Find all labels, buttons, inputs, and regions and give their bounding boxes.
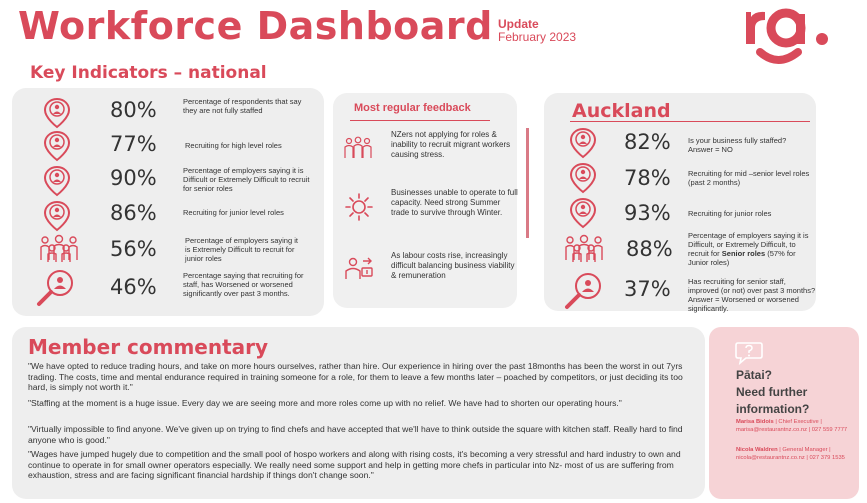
quote: "Wages have jumped hugely due to competi… — [28, 449, 681, 481]
indicator-value: 86% — [110, 201, 157, 225]
location-pin-person-icon — [568, 127, 598, 164]
commentary-title: Member commentary — [28, 335, 269, 359]
auckland-value: 93% — [624, 201, 671, 225]
ra-logo-mark — [746, 8, 828, 64]
group-people-icon — [563, 234, 605, 269]
quote: "We have opted to reduce trading hours, … — [28, 361, 683, 393]
contact-panel — [709, 327, 859, 499]
question-bubble-icon — [734, 340, 764, 371]
indicator-text: Recruiting for high level roles — [185, 141, 282, 150]
auckland-value: 82% — [624, 130, 671, 154]
magnifier-person-icon — [562, 271, 606, 316]
auckland-value: 78% — [624, 166, 671, 190]
contact-heading: Pātai? Need further information? — [736, 367, 846, 418]
page-title: Workforce Dashboard — [18, 4, 493, 48]
indicator-value: 56% — [110, 237, 157, 261]
contact-name: Nicola Waldren — [736, 447, 778, 453]
auckland-text-line: Percentage of employers saying it is Dif… — [688, 231, 809, 258]
worker-cost-icon — [343, 255, 375, 288]
indicator-value: 80% — [110, 98, 157, 122]
feedback-text: As labour costs rise, increasingly diffi… — [391, 251, 515, 280]
contact-heading-line: information? — [736, 402, 810, 416]
location-pin-person-icon — [42, 130, 72, 167]
indicator-text: Percentage of employers saying it is Ext… — [185, 236, 298, 263]
indicator-value: 46% — [110, 275, 157, 299]
location-pin-person-icon — [568, 197, 598, 234]
contact-name: Marisa Bidois — [736, 419, 774, 425]
auckland-divider — [570, 121, 810, 122]
feedback-divider — [350, 120, 490, 121]
sun-icon — [344, 192, 374, 227]
auckland-text: Recruiting for mid –senior level roles (… — [688, 169, 812, 187]
indicator-value: 90% — [110, 166, 157, 190]
indicator-text: Percentage saying that recruiting for st… — [183, 271, 304, 298]
contact-detail: | Chief Executive | marisa@restaurantnz.… — [736, 419, 848, 433]
indicator-text: Percentage of employers saying it is Dif… — [183, 166, 310, 193]
key-indicators-title: Key Indicators – national — [30, 63, 267, 83]
update-title: Update — [498, 17, 539, 31]
auckland-text-line: Answer = NO — [688, 145, 733, 154]
indicator-value: 77% — [110, 132, 157, 156]
ra-logo — [738, 6, 838, 66]
indicator-text: Recruiting for junior level roles — [183, 208, 284, 217]
location-pin-person-icon — [568, 162, 598, 199]
auckland-text: Has recruiting for senior staff, improve… — [688, 277, 816, 313]
auckland-title: Auckland — [572, 100, 671, 122]
auckland-value: 37% — [624, 277, 671, 301]
contact-heading-line: Need further — [736, 385, 808, 399]
feedback-panel — [333, 93, 517, 308]
auckland-text: Recruiting for junior roles — [688, 209, 772, 218]
auckland-text: Percentage of employers saying it is Dif… — [688, 231, 814, 267]
magnifier-person-icon — [34, 268, 78, 313]
contact-detail: | General Manager | nicola@restaurantnz.… — [736, 447, 845, 461]
auckland-text-line: Is your business fully staffed? — [688, 136, 787, 145]
divider-bar — [526, 128, 529, 238]
location-pin-person-icon — [42, 165, 72, 202]
auckland-text-bold: Senior roles — [721, 249, 766, 258]
commentary-panel — [12, 327, 705, 499]
auckland-text-line: Recruiting for mid –senior level roles — [688, 169, 810, 178]
contact-person: Marisa Bidois | Chief Executive | marisa… — [736, 418, 854, 434]
location-pin-person-icon — [42, 200, 72, 237]
quote: "Virtually impossible to find anyone. We… — [28, 424, 683, 445]
update-date: February 2023 — [498, 30, 577, 44]
auckland-text-line: (57% for Junior roles) — [688, 249, 796, 267]
update-label: Update February 2023 — [498, 18, 576, 44]
auckland-text: Is your business fully staffed? Answer =… — [688, 136, 812, 154]
auckland-value: 88% — [626, 237, 673, 261]
location-pin-person-icon — [42, 97, 72, 134]
contact-heading-line: Pātai? — [736, 368, 773, 382]
feedback-text: NZers not applying for roles & inability… — [391, 130, 511, 159]
auckland-text-line: (past 2 months) — [688, 178, 741, 187]
indicator-text: Percentage of respondents that say they … — [183, 97, 302, 115]
feedback-text: Businesses unable to operate to full cap… — [391, 188, 518, 217]
contact-person: Nicola Waldren | General Manager | nicol… — [736, 446, 854, 462]
quote: "Staffing at the moment is a huge issue.… — [28, 398, 622, 408]
key-indicators-panel — [12, 88, 324, 316]
feedback-title: Most regular feedback — [354, 102, 471, 114]
group-people-icon — [38, 234, 80, 269]
team-icon — [343, 134, 373, 167]
